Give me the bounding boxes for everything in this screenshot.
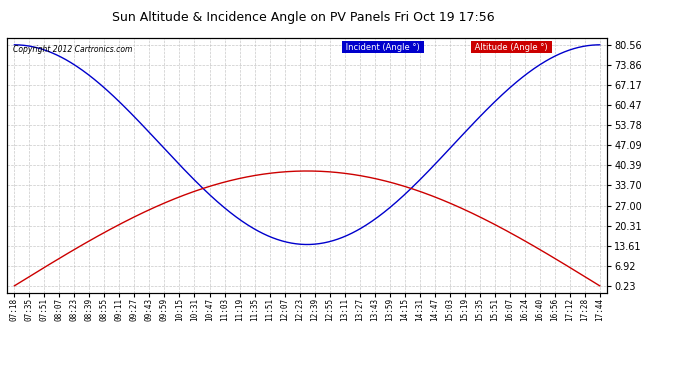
- Text: Altitude (Angle °): Altitude (Angle °): [472, 43, 551, 52]
- Text: Sun Altitude & Incidence Angle on PV Panels Fri Oct 19 17:56: Sun Altitude & Incidence Angle on PV Pan…: [112, 11, 495, 24]
- Text: Copyright 2012 Cartronics.com: Copyright 2012 Cartronics.com: [13, 45, 132, 54]
- Text: Incident (Angle °): Incident (Angle °): [343, 43, 422, 52]
